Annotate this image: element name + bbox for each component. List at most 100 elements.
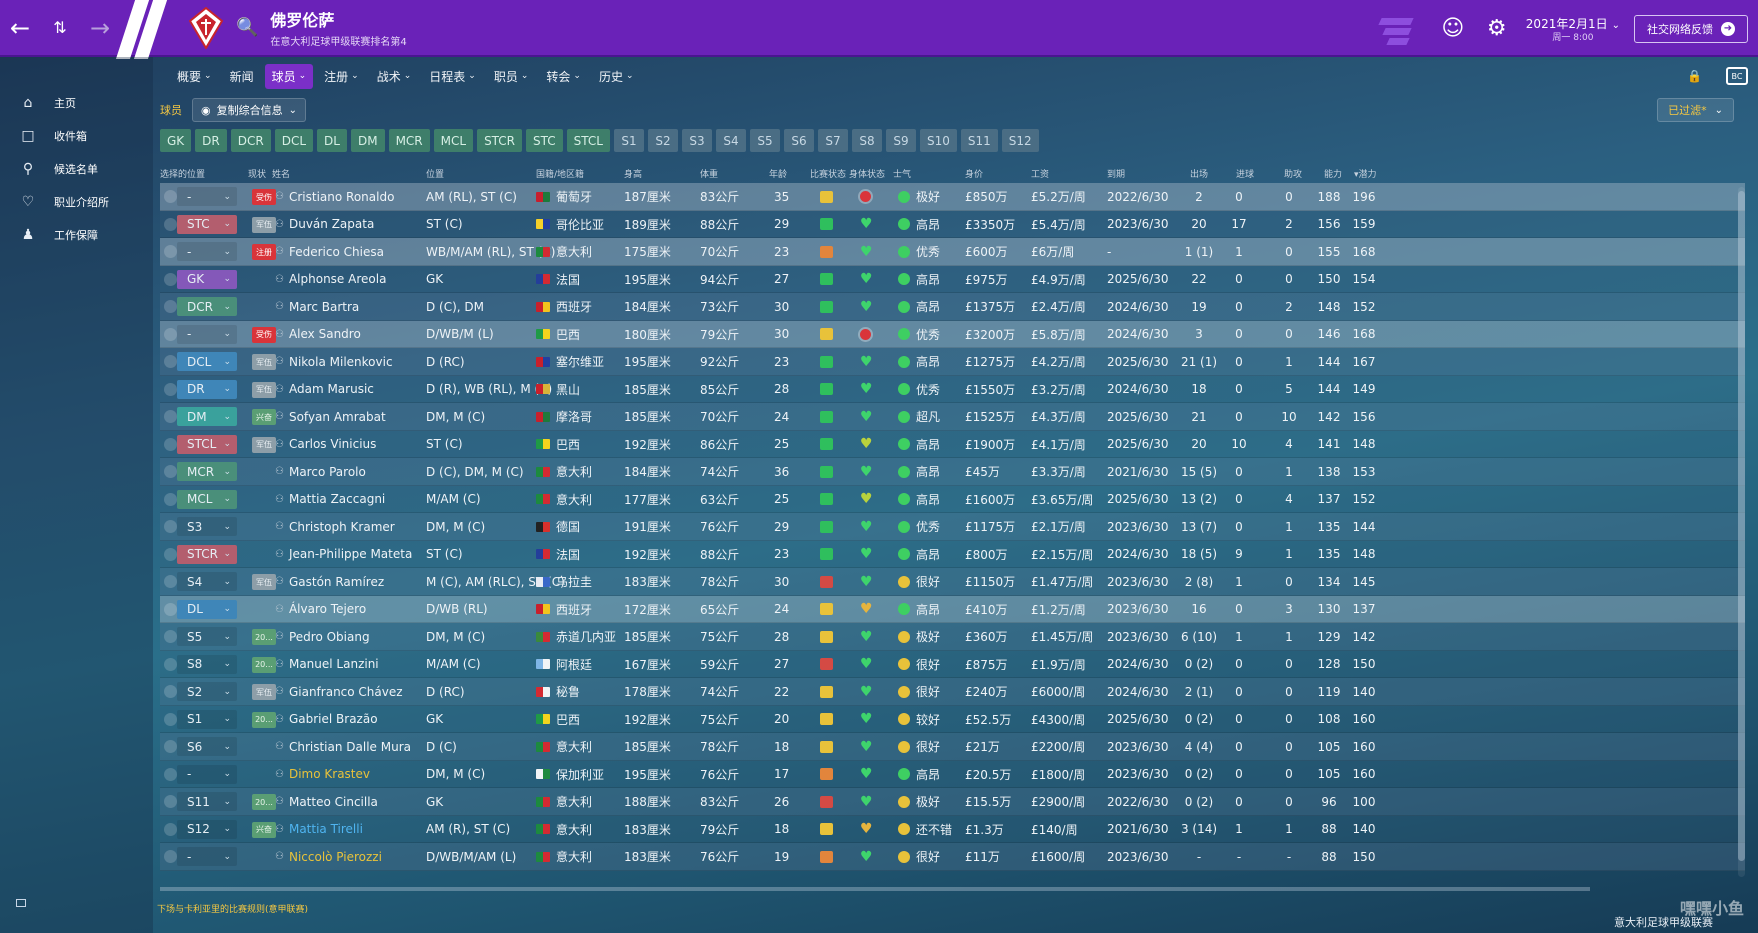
selected-position-dropdown[interactable]: DR ⌄: [177, 379, 237, 399]
social-feedback-button[interactable]: 社交网络反馈 ➜: [1634, 14, 1748, 43]
menu-news[interactable]: 新闻: [223, 64, 261, 89]
row-select-checkbox[interactable]: [164, 355, 177, 368]
player-name[interactable]: Mattia Tirelli: [288, 822, 363, 836]
row-select-checkbox[interactable]: [164, 685, 177, 698]
position-filter-button[interactable]: DCL: [274, 129, 314, 152]
up-down-icon[interactable]: ⇅: [53, 18, 67, 37]
player-nationality[interactable]: 巴西: [536, 431, 580, 458]
menu-history[interactable]: 历史 ⌄: [592, 64, 641, 89]
next-match-info[interactable]: 下场与卡利亚里的比赛规则(意甲联赛): [157, 905, 309, 915]
menu-players[interactable]: 球员 ⌄: [264, 63, 314, 89]
player-name[interactable]: Marc Bartra: [288, 299, 360, 314]
row-select-checkbox[interactable]: [164, 300, 177, 313]
sidebar-item-inbox[interactable]: □ 收件箱: [0, 119, 153, 152]
player-nationality[interactable]: 摩洛哥: [536, 403, 592, 430]
column-header[interactable]: 位置: [426, 170, 445, 180]
row-select-checkbox[interactable]: [164, 850, 177, 863]
column-header[interactable]: 工资: [1031, 170, 1050, 180]
table-row[interactable]: S6 ⌄ ⚇ Christian Dalle Mura D (C) 意大利 185厘米 78公…: [160, 733, 1745, 761]
row-select-checkbox[interactable]: [164, 602, 177, 616]
league-label[interactable]: 意大利足球甲级联赛: [1614, 916, 1713, 929]
menu-transfers[interactable]: 转会 ⌄: [539, 64, 588, 89]
column-header[interactable]: 比赛状态: [810, 170, 847, 180]
position-filter-button[interactable]: STCR: [477, 129, 523, 152]
column-header[interactable]: 选择的位置: [160, 170, 206, 180]
menu-schedule[interactable]: 日程表 ⌄: [422, 64, 483, 89]
player-nationality[interactable]: 意大利: [536, 788, 592, 815]
selected-position-dropdown[interactable]: STCR ⌄: [177, 544, 237, 564]
vertical-scrollbar[interactable]: [1738, 187, 1745, 877]
status-badge[interactable]: 受伤: [252, 189, 276, 205]
substitute-slot-button[interactable]: S2: [647, 129, 678, 152]
player-name-cell[interactable]: ⚇ Niccolò Pierozzi: [275, 843, 382, 870]
filter-button[interactable]: 已过滤* ⌄: [1657, 98, 1734, 122]
table-row[interactable]: STC ⌄ 军伍 ⚇ Duván Zapata ST (C) 哥伦比亚 189厘米 88公斤 29…: [160, 210, 1745, 238]
player-nationality[interactable]: 西班牙: [536, 293, 592, 320]
table-row[interactable]: MCR ⌄ ⚇ Marco Parolo D (C), DM, M (C) 意大利 184厘…: [160, 458, 1745, 486]
column-header[interactable]: 身高: [624, 170, 643, 180]
back-arrow-icon[interactable]: ←: [9, 13, 31, 42]
selected-position-dropdown[interactable]: S6 ⌄: [177, 737, 237, 756]
assistant-icon[interactable]: ☺: [1441, 16, 1465, 41]
gear-icon[interactable]: ⚙: [1486, 16, 1507, 41]
substitute-slot-button[interactable]: S6: [783, 129, 814, 152]
player-name[interactable]: Matteo Cincilla: [288, 794, 378, 809]
player-nationality[interactable]: 秘鲁: [536, 678, 580, 705]
table-row[interactable]: DCL ⌄ 军伍 ⚇ Nikola Milenkovic D (RC) 塞尔维亚 195厘米 9…: [160, 348, 1745, 376]
selected-position-dropdown[interactable]: S8 ⌄: [177, 654, 237, 674]
selected-position-dropdown[interactable]: MCR ⌄: [177, 462, 237, 481]
player-name[interactable]: Jean-Philippe Mateta: [288, 547, 413, 561]
status-badge[interactable]: 受伤: [252, 326, 276, 343]
column-header[interactable]: 年龄: [769, 170, 788, 180]
selected-position-dropdown[interactable]: - ⌄: [177, 187, 237, 206]
status-badge[interactable]: 军伍: [252, 574, 276, 590]
row-select-checkbox[interactable]: [164, 657, 177, 671]
row-select-checkbox[interactable]: [164, 767, 177, 781]
substitute-slot-button[interactable]: S8: [851, 129, 882, 152]
table-row[interactable]: S12 ⌄ 兴奋 ⚇ Mattia Tirelli AM (R), ST (C) 意大利 18…: [160, 815, 1745, 843]
player-name[interactable]: Gastón Ramírez: [288, 574, 385, 589]
status-badge[interactable]: 军伍: [252, 216, 276, 233]
substitute-slot-button[interactable]: S3: [681, 129, 712, 152]
column-header[interactable]: 体重: [700, 170, 719, 180]
row-select-checkbox[interactable]: [164, 630, 177, 643]
table-row[interactable]: S8 ⌄ 20... ⚇ Manuel Lanzini M/AM (C) 阿根廷 167厘米 5…: [160, 650, 1745, 678]
row-select-checkbox[interactable]: [164, 740, 177, 753]
table-row[interactable]: - ⌄ ⚇ Dimo Krastev DM, M (C) 保加利亚 195厘米 76公斤 17 ♥…: [160, 760, 1745, 788]
player-name-cell[interactable]: ⚇ Duván Zapata: [275, 211, 374, 238]
player-nationality[interactable]: 葡萄牙: [536, 183, 592, 210]
column-header[interactable]: 能力: [1324, 170, 1343, 180]
selected-position-dropdown[interactable]: STCL ⌄: [177, 434, 237, 454]
status-badge[interactable]: 军伍: [252, 354, 276, 370]
row-select-checkbox[interactable]: [164, 382, 177, 396]
player-name-cell[interactable]: ⚇ Federico Chiesa: [275, 238, 384, 265]
player-name[interactable]: Manuel Lanzini: [288, 657, 379, 671]
position-filter-button[interactable]: MCR: [388, 129, 430, 152]
selected-position-dropdown[interactable]: GK ⌄: [177, 269, 237, 289]
selected-position-dropdown[interactable]: S5 ⌄: [177, 627, 237, 646]
status-badge[interactable]: 20...: [252, 794, 276, 810]
player-name[interactable]: Gianfranco Chávez: [288, 684, 403, 699]
status-badge[interactable]: 20...: [252, 656, 276, 673]
player-name-cell[interactable]: ⚇ Carlos Vinicius: [275, 431, 376, 458]
player-nationality[interactable]: 巴西: [536, 321, 580, 348]
substitute-slot-button[interactable]: S1: [613, 129, 644, 152]
table-row[interactable]: STCR ⌄ ⚇ Jean-Philippe Mateta ST (C) 法国 192厘米 8…: [160, 540, 1745, 568]
row-select-checkbox[interactable]: [164, 795, 177, 808]
menu-registration[interactable]: 注册 ⌄: [317, 64, 366, 89]
player-name-cell[interactable]: ⚇ Christoph Kramer: [275, 513, 395, 540]
column-header[interactable]: 现状: [248, 170, 267, 180]
selected-position-dropdown[interactable]: - ⌄: [177, 764, 237, 784]
table-row[interactable]: - ⌄ 注册 ⚇ Federico Chiesa WB/M/AM (RL), ST (C)…: [160, 238, 1745, 266]
position-filter-button[interactable]: DL: [317, 129, 347, 152]
player-nationality[interactable]: 西班牙: [536, 596, 592, 623]
selected-position-dropdown[interactable]: S4 ⌄: [177, 572, 237, 591]
player-name-cell[interactable]: ⚇ Pedro Obiang: [275, 623, 370, 650]
forward-arrow-icon[interactable]: →: [89, 13, 111, 42]
keyboard-icon[interactable]: [16, 899, 26, 907]
position-filter-button[interactable]: MCL: [433, 129, 474, 152]
player-name[interactable]: Alex Sandro: [288, 327, 361, 341]
player-nationality[interactable]: 乌拉圭: [536, 568, 592, 595]
player-name-cell[interactable]: ⚇ Gianfranco Chávez: [275, 678, 403, 705]
column-header[interactable]: 身体状态: [849, 170, 886, 180]
